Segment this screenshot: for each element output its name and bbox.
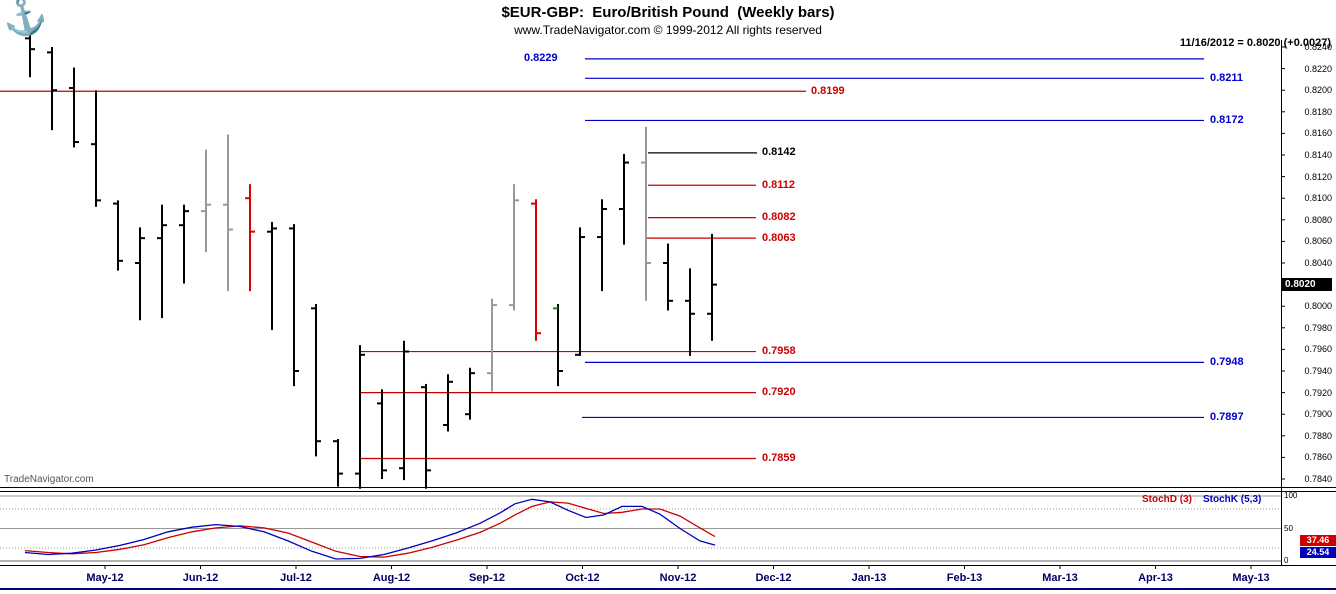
stoch-k-line [24, 498, 716, 560]
latest-quote: 11/16/2012 = 0.8020 (+0.0027) [1179, 37, 1331, 49]
stoch-d-label[interactable]: StochD (3) [1142, 494, 1192, 505]
stoch-k-value-badge: 24.54 [1300, 547, 1336, 558]
stoch-d-value-badge: 37.46 [1300, 535, 1336, 546]
watermark: TradeNavigator.com [4, 474, 94, 485]
stoch-d-line [24, 501, 716, 558]
current-price-badge: 0.8020 [1282, 278, 1332, 291]
chart-subtitle: www.TradeNavigator.com © 1999-2012 All r… [514, 23, 822, 37]
chart-title: $EUR-GBP: Euro/British Pound (Weekly bar… [501, 4, 835, 21]
stoch-k-label[interactable]: StochK (5,3) [1203, 494, 1262, 505]
